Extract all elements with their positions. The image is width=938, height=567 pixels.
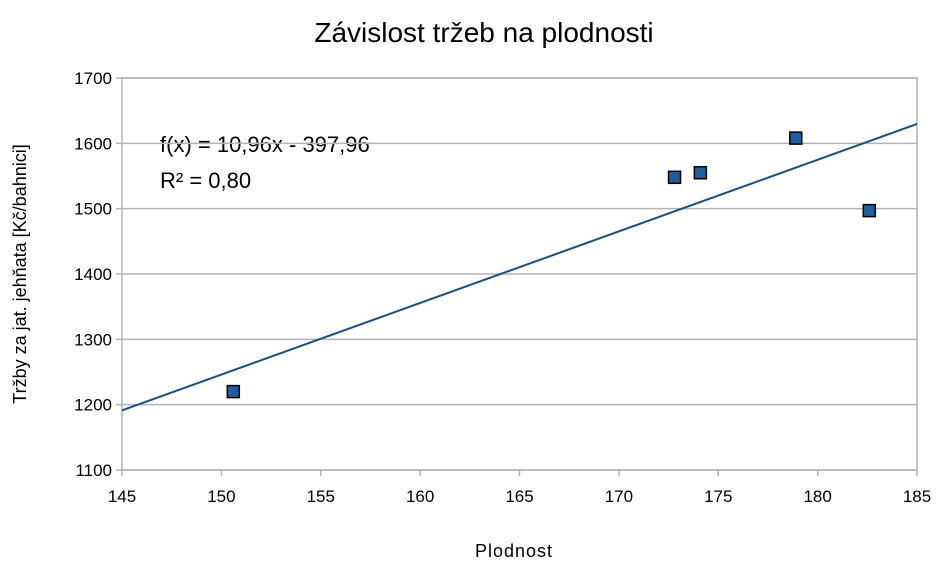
- x-tick-label: 165: [505, 487, 533, 506]
- y-tick-label: 1300: [74, 330, 112, 349]
- x-tick-label: 185: [903, 487, 931, 506]
- y-tick-label: 1700: [74, 69, 112, 88]
- x-axis-title: Plodnost: [475, 541, 553, 561]
- point: [693, 165, 708, 180]
- r-squared: R² = 0,80: [160, 168, 251, 193]
- y-tick-label: 1600: [74, 134, 112, 153]
- point: [862, 203, 877, 218]
- y-tick-label: 1100: [75, 461, 112, 480]
- y-tick-label: 1500: [74, 200, 112, 219]
- y-tick-label: 1200: [74, 396, 112, 415]
- chart-title: Závislost tržeb na plodnosti: [314, 17, 653, 48]
- trendline: [121, 123, 918, 412]
- y-tick-label: 1400: [74, 265, 112, 284]
- x-tick-label: 160: [406, 487, 434, 506]
- plot-frame: [121, 77, 918, 471]
- x-tick-label: 170: [605, 487, 633, 506]
- point: [226, 384, 241, 399]
- x-tick-label: 180: [803, 487, 831, 506]
- x-tick-label: 150: [207, 487, 235, 506]
- y-axis-title: Tržby za jat. jehňata [Kč/bahnici]: [10, 144, 30, 403]
- x-tick-label: 145: [108, 487, 136, 506]
- x-tick-label: 175: [704, 487, 732, 506]
- trendline-equation: f(x) = 10,96x - 397,96: [160, 132, 370, 157]
- point: [667, 170, 682, 185]
- point: [789, 131, 803, 145]
- x-tick-label: 155: [307, 487, 335, 506]
